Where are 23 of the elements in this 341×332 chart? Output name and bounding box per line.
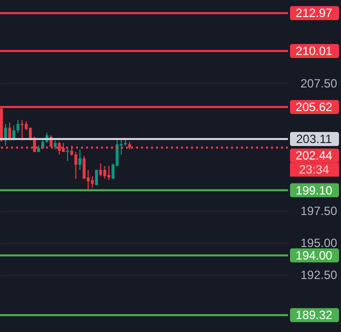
y-tick-label: 195.00 <box>300 236 338 250</box>
candlestick <box>107 166 110 181</box>
ref-line-label: 202.44 <box>296 148 333 163</box>
candlestick <box>28 127 32 141</box>
candlestick <box>99 162 102 177</box>
ref-line-label: 189.32 <box>296 308 333 322</box>
y-tick-label: 207.50 <box>300 76 338 90</box>
ref-line-label: 199.10 <box>296 183 333 198</box>
ref-line-label: 212.97 <box>296 6 333 20</box>
ref-line-label: 194.00 <box>296 248 333 262</box>
candlestick <box>82 155 86 180</box>
text: 23:34 <box>298 162 330 177</box>
candlestick <box>78 148 82 170</box>
y-tick-label: 192.50 <box>300 268 338 282</box>
ref-line-label: 205.62 <box>296 100 333 114</box>
ref-line-label: 203.11 <box>296 132 332 146</box>
candlestick <box>74 151 78 180</box>
ref-line-label: 210.01 <box>296 44 333 58</box>
candlestick <box>16 120 20 134</box>
candlestick <box>90 176 94 188</box>
candlestick <box>66 148 70 162</box>
candlestick <box>12 124 16 141</box>
y-tick-label: 197.50 <box>300 204 338 218</box>
